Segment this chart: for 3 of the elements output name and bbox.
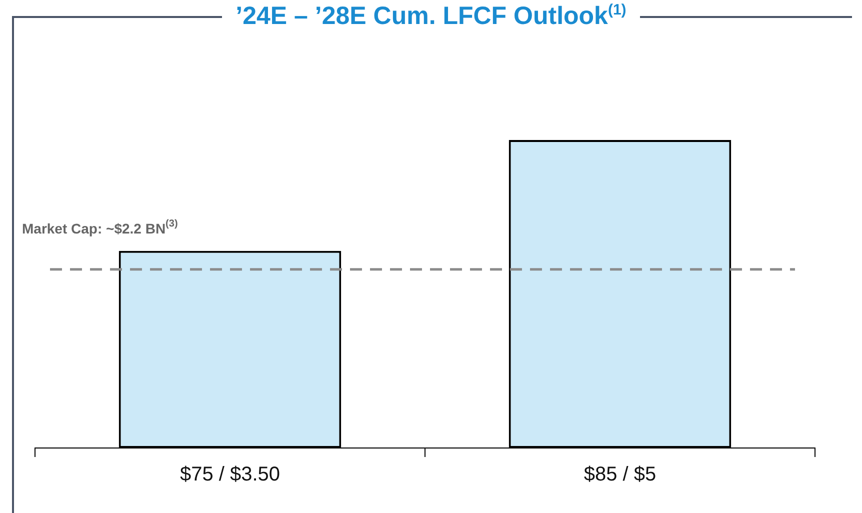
x-tick-label: $85 / $5 [584, 464, 656, 486]
x-tick-label: $75 / $3.50 [180, 464, 280, 486]
chart-title: ’24E – ’28E Cum. LFCF Outlook$^{(1)}$ [222, 2, 640, 30]
